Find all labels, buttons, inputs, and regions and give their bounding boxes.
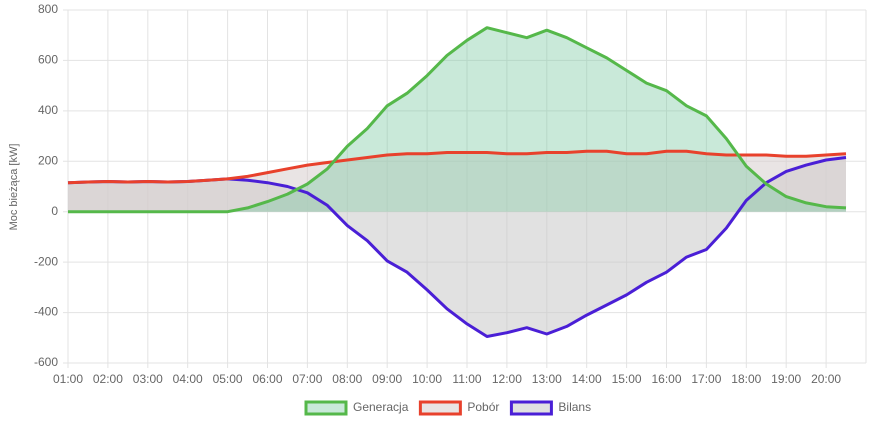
x-tick-label: 04:00 (173, 372, 203, 386)
y-tick-label: 800 (38, 2, 58, 16)
series-line (68, 26, 847, 214)
legend-label: Generacja (353, 400, 409, 414)
y-tick-label: 400 (38, 103, 58, 117)
x-tick-label: 13:00 (532, 372, 562, 386)
y-tick-label: -200 (34, 254, 58, 268)
legend-label: Bilans (558, 400, 591, 414)
x-tick-label: 07:00 (292, 372, 322, 386)
y-tick-label: 0 (51, 204, 58, 218)
x-tick-label: 06:00 (252, 372, 282, 386)
series-line (67, 149, 847, 185)
legend-swatch (418, 400, 462, 416)
y-tick-label: -400 (34, 305, 58, 319)
y-tick-label: 600 (38, 53, 58, 67)
x-tick-label: 19:00 (771, 372, 801, 386)
x-tick-label: 16:00 (651, 372, 681, 386)
y-tick-label: 200 (38, 153, 58, 167)
legend-label: Pobór (467, 400, 499, 414)
x-tick-label: 03:00 (133, 372, 163, 386)
y-tick-label: -600 (34, 355, 58, 369)
x-tick-label: 09:00 (372, 372, 402, 386)
x-tick-label: 01:00 (53, 372, 83, 386)
x-tick-label: 02:00 (93, 372, 123, 386)
x-tick-label: 15:00 (612, 372, 642, 386)
x-tick-label: 17:00 (691, 372, 721, 386)
x-tick-label: 12:00 (492, 372, 522, 386)
x-tick-label: 18:00 (731, 372, 761, 386)
x-tick-label: 20:00 (811, 372, 841, 386)
legend-swatch (509, 400, 553, 416)
area-fill (68, 151, 846, 212)
area-fill (68, 27, 846, 212)
y-axis-label: Moc bieżąca [kW] (8, 144, 20, 231)
x-tick-label: 10:00 (412, 372, 442, 386)
legend-swatch (304, 400, 348, 416)
x-tick-label: 14:00 (572, 372, 602, 386)
x-tick-label: 11:00 (452, 372, 481, 386)
x-tick-label: 05:00 (213, 372, 243, 386)
x-tick-label: 08:00 (332, 372, 362, 386)
